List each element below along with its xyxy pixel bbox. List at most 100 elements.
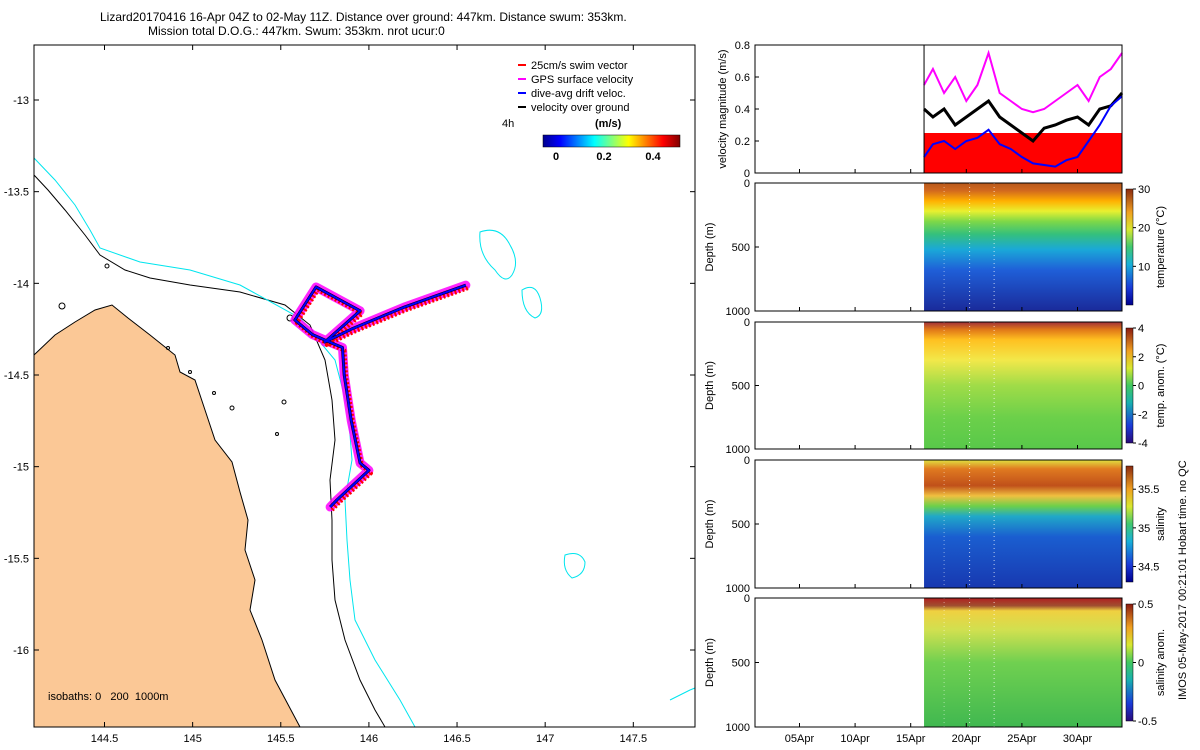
colorbar-label: temperature (°C) — [1155, 206, 1167, 288]
section-fill — [924, 183, 1122, 311]
track-map: 144.5 145 145.5 146 146.5 147 147.5 -13-13.5-1… — [4, 44, 696, 745]
colorbar-label: temp. anom. (°C) — [1155, 344, 1167, 428]
colorbar — [1125, 188, 1134, 306]
colorbar-tick-label: 10 — [1138, 261, 1150, 273]
colorbar-label: salinity — [1155, 507, 1167, 541]
velocity-y-tick-label: 0.4 — [735, 104, 750, 116]
watermark: IMOS 05-May-2017 00:21:01 Hobart time. n… — [1177, 460, 1189, 700]
map-y-tick-label: -15 — [13, 462, 29, 474]
colorbar-tick: 0 — [553, 151, 559, 163]
map-x-tick-label: 147.5 — [620, 733, 648, 745]
colorbar-tick-label: 35.5 — [1138, 484, 1159, 496]
colorbar-tick-label: 34.5 — [1138, 562, 1159, 574]
depth-axis-label: Depth (m) — [704, 638, 716, 687]
isobath-200m — [33, 174, 386, 728]
section-panel: 0 500 1000 Depth (m) 4 2 0 -2 -4 temp. anom. (°C) — [704, 317, 1167, 456]
section-frame — [754, 182, 1123, 312]
velocity-over-ground-track — [293, 283, 467, 509]
depth-tick-label: 0 — [744, 317, 750, 329]
legend-drift-velocity: dive-avg drift veloc. — [531, 88, 626, 100]
velocity-series-line — [923, 92, 1124, 144]
colorbar-label: salinity anom. — [1155, 629, 1167, 696]
map-x-tick-label: 147 — [536, 733, 554, 745]
velocity-y-tick-label: 0.2 — [735, 136, 750, 148]
map-y-tick-label: -14 — [13, 278, 29, 290]
colorbar-tick-label: -2 — [1138, 409, 1148, 421]
colorbar-tick: 0.2 — [596, 151, 611, 163]
colorbar — [1125, 327, 1134, 444]
land-mass — [33, 304, 301, 728]
time-marker-label: 4h — [502, 118, 514, 130]
depth-tick-label: 1000 — [726, 583, 750, 595]
colorbar — [1125, 603, 1134, 722]
velocity-panel: 0 0.2 0.4 0.6 0.8 velocity magnitude (m/s) — [717, 40, 1124, 180]
depth-tick-label: 500 — [732, 242, 750, 254]
depth-tick-label: 0 — [744, 455, 750, 467]
colorbar-tick-label: 4 — [1138, 323, 1144, 335]
swim-speed-bar — [924, 133, 1122, 173]
section-fill — [924, 460, 1122, 588]
map-x-tick-label: 145 — [183, 733, 201, 745]
velocity-y-tick-label: 0 — [744, 168, 750, 180]
legend-swim-vector: 25cm/s swim vector — [531, 60, 628, 72]
colorbar-tick-label: 35 — [1138, 523, 1150, 535]
colorbar-tick: 0.4 — [645, 151, 661, 163]
velocity-y-tick-label: 0.8 — [735, 40, 750, 52]
section-fill — [924, 598, 1122, 727]
velocity-series-line — [923, 95, 1123, 168]
chart-title-line-2: Mission total D.O.G.: 447km. Swum: 353km… — [148, 24, 445, 38]
isobath-1000m — [33, 157, 416, 728]
velocity-y-tick-label: 0.6 — [735, 72, 750, 84]
section-panel: 0 500 1000 Depth (m) 35.5 35 34.5 salinity — [704, 455, 1167, 595]
depth-axis-label: Depth (m) — [704, 500, 716, 549]
date-tick-label: 15Apr — [896, 733, 926, 745]
colorbar-tick-label: -0.5 — [1138, 716, 1157, 728]
colorbar-tick-label: 2 — [1138, 352, 1144, 364]
legend-velocity-over-ground: velocity over ground — [531, 102, 629, 114]
velocity-colorbar — [542, 134, 681, 148]
depth-tick-label: 1000 — [726, 444, 750, 456]
velocity-series-line — [923, 49, 1123, 114]
section-frame — [754, 321, 1123, 450]
colorbar-tick-label: 0.5 — [1138, 599, 1153, 611]
section-panel: 0 500 1000 Depth (m) 0.5 0 -0.5 salinity anom. — [704, 593, 1167, 734]
colorbar-tick-label: 30 — [1138, 184, 1150, 196]
isobaths-label: isobaths: 0 200 1000m — [48, 691, 168, 703]
map-y-tick-label: -14.5 — [4, 370, 29, 382]
section-panel: 0 500 1000 Depth (m) 30 20 10 temperature (°C) — [704, 178, 1167, 318]
depth-tick-label: 0 — [744, 593, 750, 605]
reef-outline — [669, 687, 696, 701]
map-legend: 25cm/s swim vector GPS surface velocity … — [518, 60, 634, 114]
map-frame — [33, 44, 696, 728]
date-tick-label: 05Apr — [785, 733, 815, 745]
depth-axis-label: Depth (m) — [704, 361, 716, 410]
depth-tick-label: 500 — [732, 658, 750, 670]
map-x-tick-label: 145.5 — [267, 733, 295, 745]
depth-tick-label: 500 — [732, 519, 750, 531]
section-fill — [924, 322, 1122, 449]
map-y-tick-label: -16 — [13, 645, 29, 657]
reef-outline — [563, 553, 586, 579]
colorbar — [1125, 465, 1134, 583]
chart-title-line-1: Lizard20170416 16-Apr 04Z to 02-May 11Z.… — [100, 10, 627, 24]
map-x-tick-label: 146.5 — [443, 733, 471, 745]
map-y-tick-label: -13.5 — [4, 187, 29, 199]
depth-tick-label: 0 — [744, 178, 750, 190]
section-frame — [754, 597, 1123, 728]
date-tick-label: 20Apr — [952, 733, 982, 745]
colorbar-tick-label: 20 — [1138, 223, 1150, 235]
colorbar-title: (m/s) — [595, 118, 622, 130]
map-y-tick-label: -15.5 — [4, 553, 29, 565]
reef-outline — [479, 229, 516, 280]
colorbar-tick-label: 0 — [1138, 658, 1144, 670]
depth-tick-label: 1000 — [726, 306, 750, 318]
date-tick-label: 10Apr — [840, 733, 870, 745]
velocity-frame — [754, 44, 1123, 174]
map-y-axis: -13 -13.5 -14 -14.5 -15 -15.5 -16 — [4, 95, 695, 657]
colorbar-tick-label: -4 — [1138, 438, 1148, 450]
map-x-tick-label: 146 — [360, 733, 378, 745]
reef-outline — [521, 286, 543, 319]
swim-vector-track — [294, 286, 469, 512]
map-x-tick-label: 144.5 — [91, 733, 119, 745]
